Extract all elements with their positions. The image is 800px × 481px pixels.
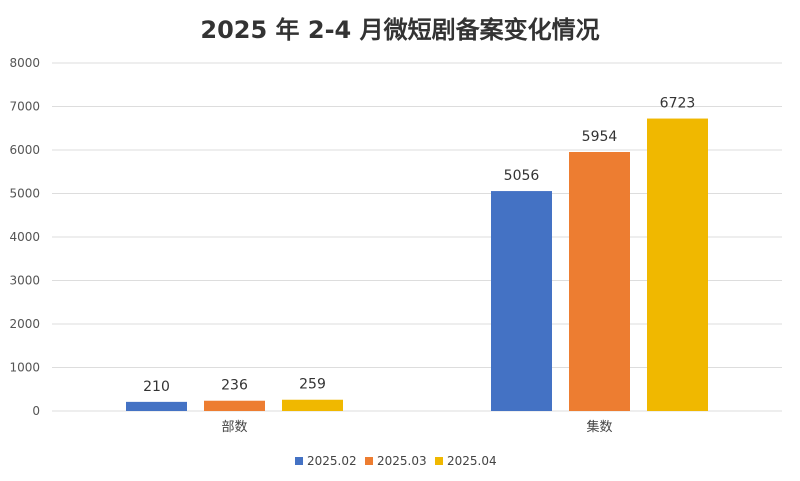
x-axis-categories: 部数 集数	[221, 419, 612, 435]
bar	[569, 152, 630, 411]
data-label: 5954	[582, 129, 618, 145]
legend-label: 2025.02	[307, 454, 357, 468]
gridlines	[52, 62, 782, 412]
y-tick-label: 0	[32, 404, 40, 418]
bar	[126, 401, 187, 411]
legend-swatch	[435, 457, 443, 465]
y-tick-label: 3000	[9, 274, 40, 288]
x-category-label: 部数	[221, 420, 247, 435]
y-tick-label: 2000	[9, 317, 40, 331]
y-tick-label: 6000	[9, 143, 40, 157]
bar	[204, 400, 265, 411]
bar	[491, 191, 552, 411]
data-labels: 210 236 259 5056 5954 6723	[143, 96, 695, 395]
data-label: 259	[299, 377, 326, 393]
data-label: 6723	[660, 96, 696, 112]
bar	[282, 399, 343, 411]
bars	[126, 118, 708, 411]
y-tick-label: 4000	[9, 230, 40, 244]
y-tick-label: 7000	[9, 100, 40, 114]
chart-title: 2025 年 2-4 月微短剧备案变化情况	[200, 16, 599, 44]
legend: 2025.02 2025.03 2025.04	[295, 454, 497, 468]
x-category-label: 集数	[586, 419, 612, 435]
legend-swatch	[295, 457, 303, 465]
legend-swatch	[365, 457, 373, 465]
data-label: 210	[143, 379, 170, 395]
bar	[647, 118, 708, 411]
y-tick-label: 1000	[9, 361, 40, 375]
data-label: 236	[221, 378, 248, 394]
y-axis-ticks: 0 1000 2000 3000 4000 5000 6000 7000 8000	[9, 56, 40, 418]
y-tick-label: 8000	[9, 56, 40, 70]
legend-label: 2025.04	[447, 454, 497, 468]
data-label: 5056	[504, 168, 540, 184]
legend-label: 2025.03	[377, 454, 427, 468]
y-tick-label: 5000	[9, 187, 40, 201]
